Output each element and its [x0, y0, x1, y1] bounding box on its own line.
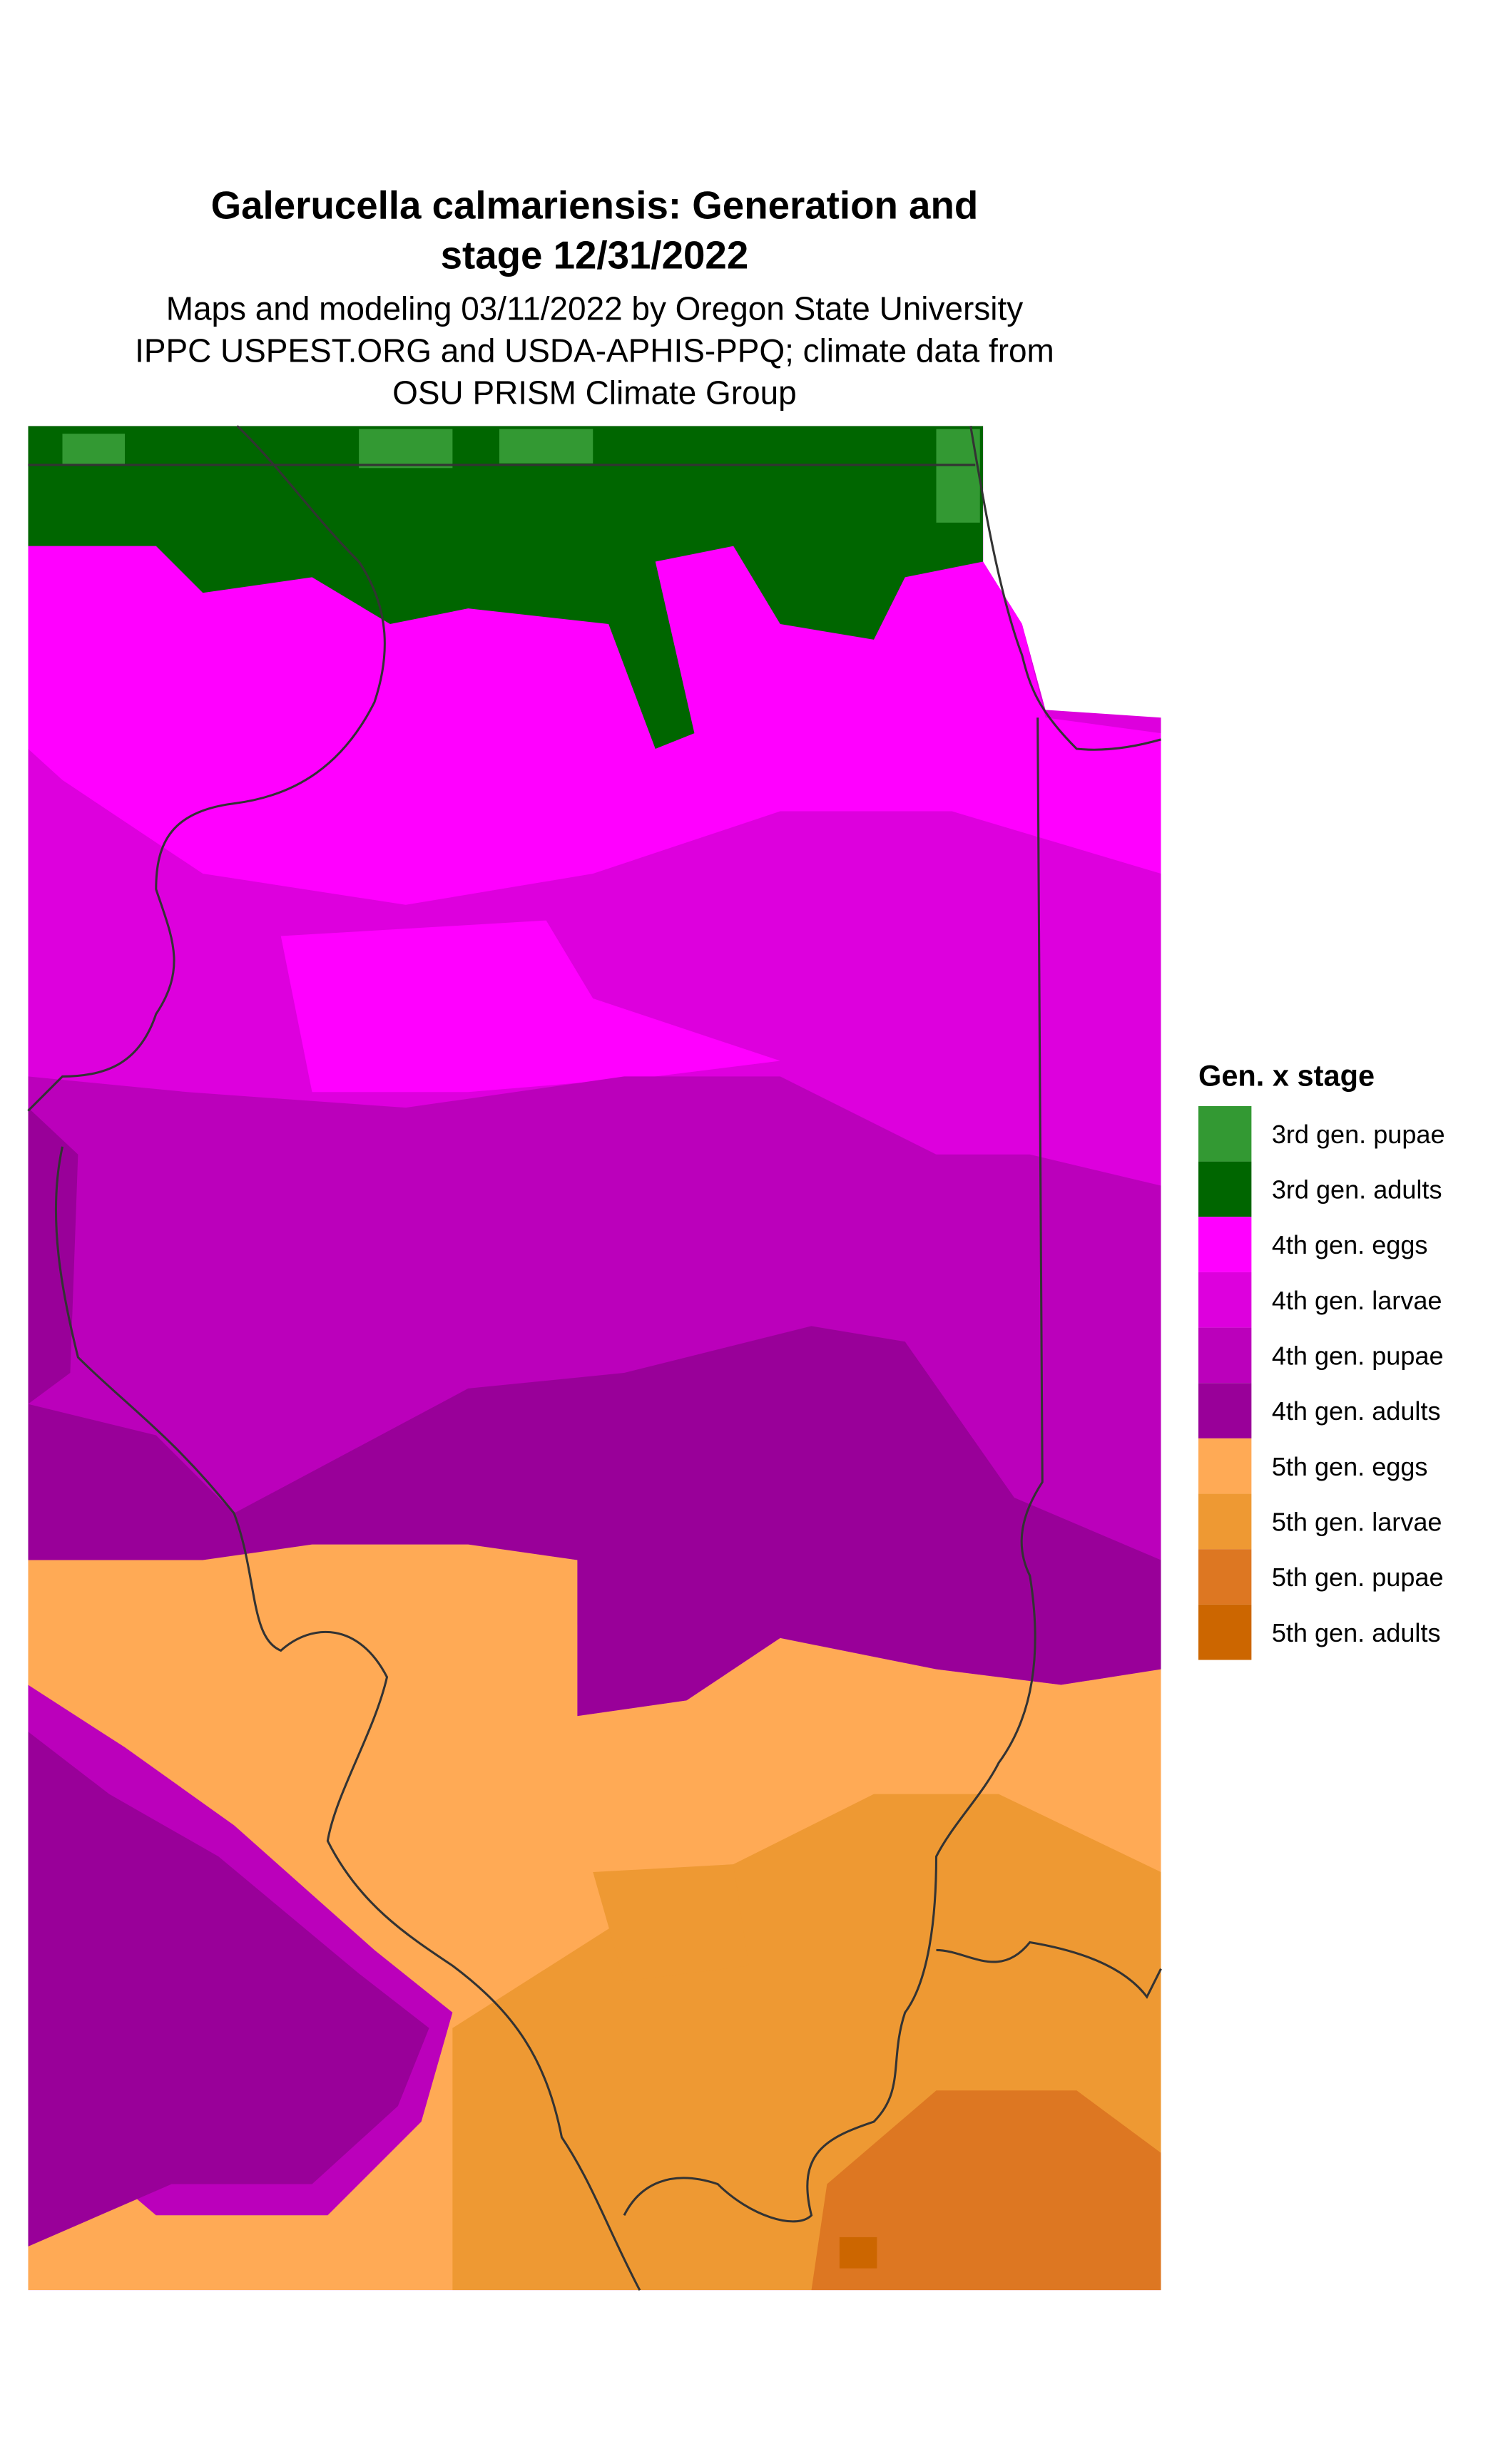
subtitle-line: Maps and modeling 03/11/2022 by Oregon S… — [166, 290, 1024, 327]
legend-swatch — [1198, 1105, 1252, 1162]
zone — [499, 429, 593, 464]
legend-label: 4th gen. adults — [1272, 1396, 1441, 1426]
legend-swatch — [1198, 1272, 1252, 1328]
legend-swatch — [1198, 1438, 1252, 1494]
legend-swatch — [1198, 1217, 1252, 1272]
legend-label: 4th gen. pupae — [1272, 1341, 1444, 1371]
zone — [28, 1108, 1161, 1717]
legend-swatch — [1198, 1604, 1252, 1660]
legend-label: 5th gen. pupae — [1272, 1563, 1444, 1592]
subtitle-line: OSU PRISM Climate Group — [392, 374, 797, 411]
zone — [28, 1732, 429, 2247]
legend-swatch — [1198, 1493, 1252, 1550]
zone — [811, 2090, 1161, 2291]
legend-label: 3rd gen. adults — [1272, 1175, 1442, 1205]
zone — [62, 434, 125, 465]
zone — [28, 426, 984, 750]
legend-label: 5th gen. eggs — [1272, 1452, 1428, 1481]
zone — [839, 2236, 877, 2269]
legend-title: Gen. x stage — [1198, 1059, 1375, 1093]
legend-label: 5th gen. larvae — [1272, 1508, 1442, 1537]
legend: 3rd gen. pupae 3rd gen. adults 4th gen. eg… — [1198, 1105, 1445, 1660]
legend-label: 4th gen. eggs — [1272, 1230, 1428, 1259]
legend-swatch — [1198, 1327, 1252, 1384]
title-line: stage 12/31/2022 — [441, 232, 749, 277]
zone — [359, 429, 453, 469]
legend-swatch — [1198, 1161, 1252, 1217]
zone — [593, 1864, 749, 1982]
legend-swatch — [1198, 1383, 1252, 1438]
legend-label: 5th gen. adults — [1272, 1618, 1441, 1647]
legend-label: 4th gen. larvae — [1272, 1286, 1442, 1315]
zone — [280, 920, 780, 1093]
zone — [936, 429, 980, 523]
legend-swatch — [1198, 1549, 1252, 1605]
legend-label: 3rd gen. pupae — [1272, 1120, 1445, 1149]
map — [27, 425, 1162, 2291]
title-line: Galerucella calmariensis: Generation and — [211, 183, 979, 227]
subtitle-line: IPPC USPEST.ORG and USDA-APHIS-PPQ; clim… — [135, 332, 1054, 369]
